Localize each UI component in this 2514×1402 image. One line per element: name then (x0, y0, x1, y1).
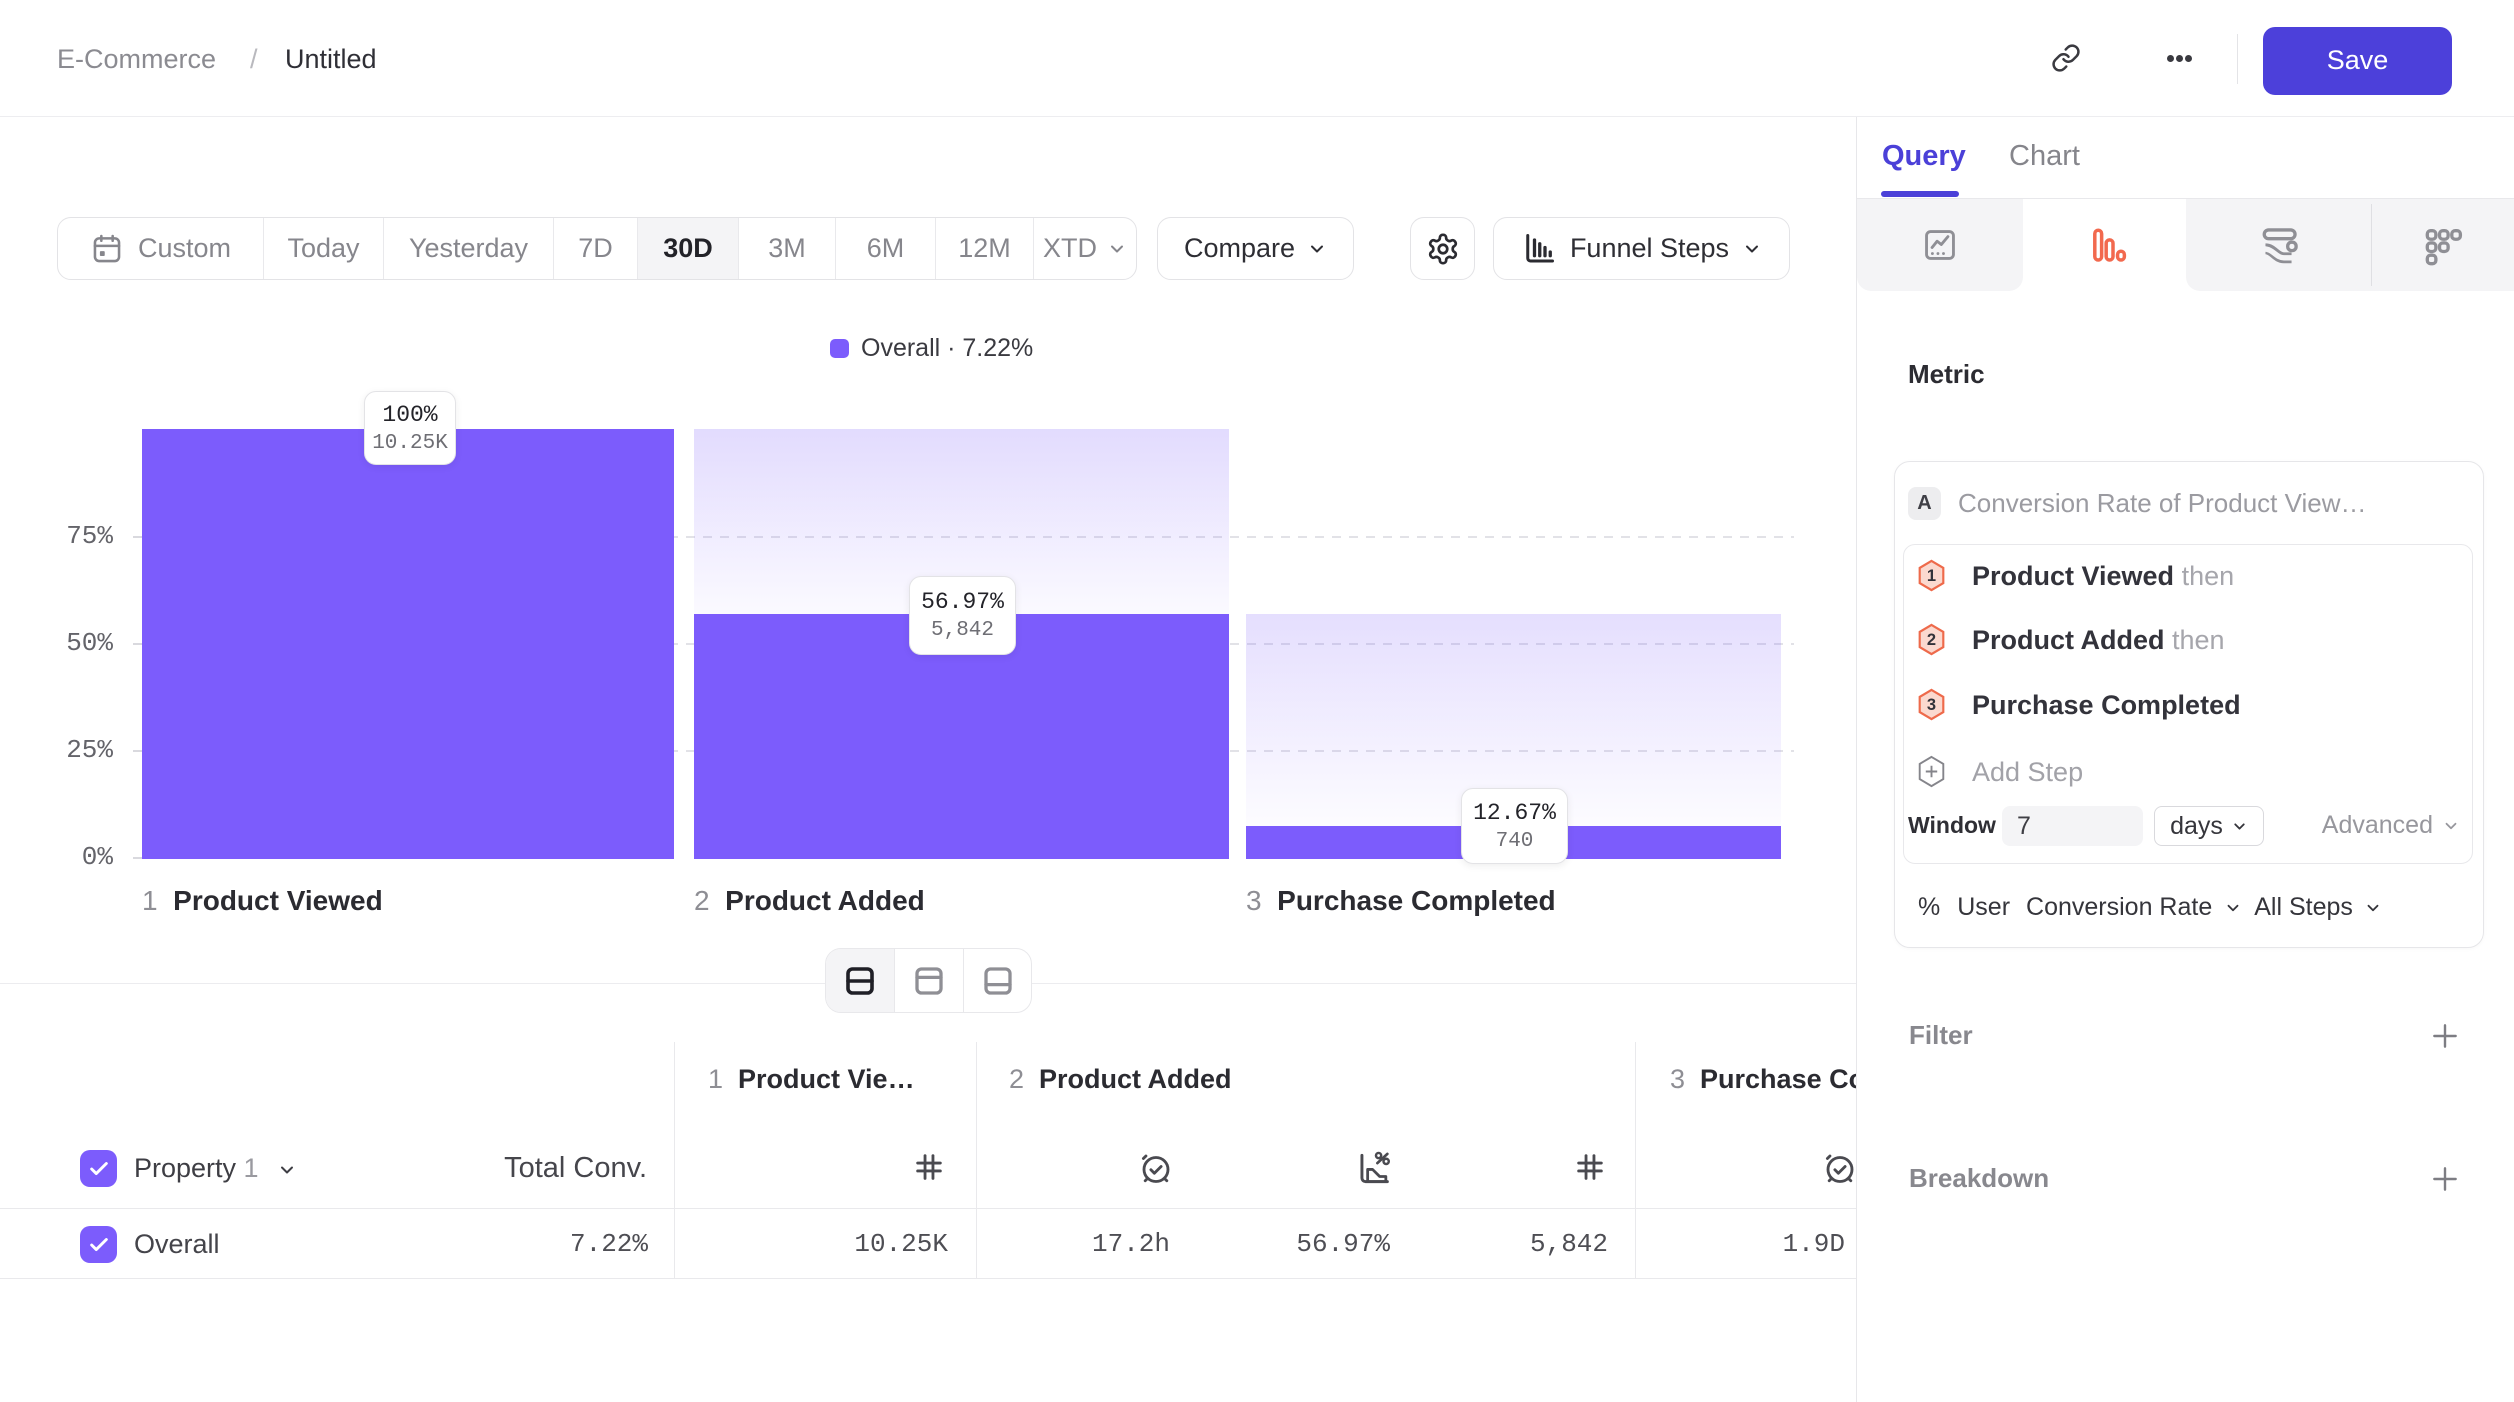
svg-text:3: 3 (1927, 696, 1936, 714)
svg-text:1: 1 (1927, 567, 1936, 585)
svg-text:2: 2 (1927, 631, 1936, 649)
